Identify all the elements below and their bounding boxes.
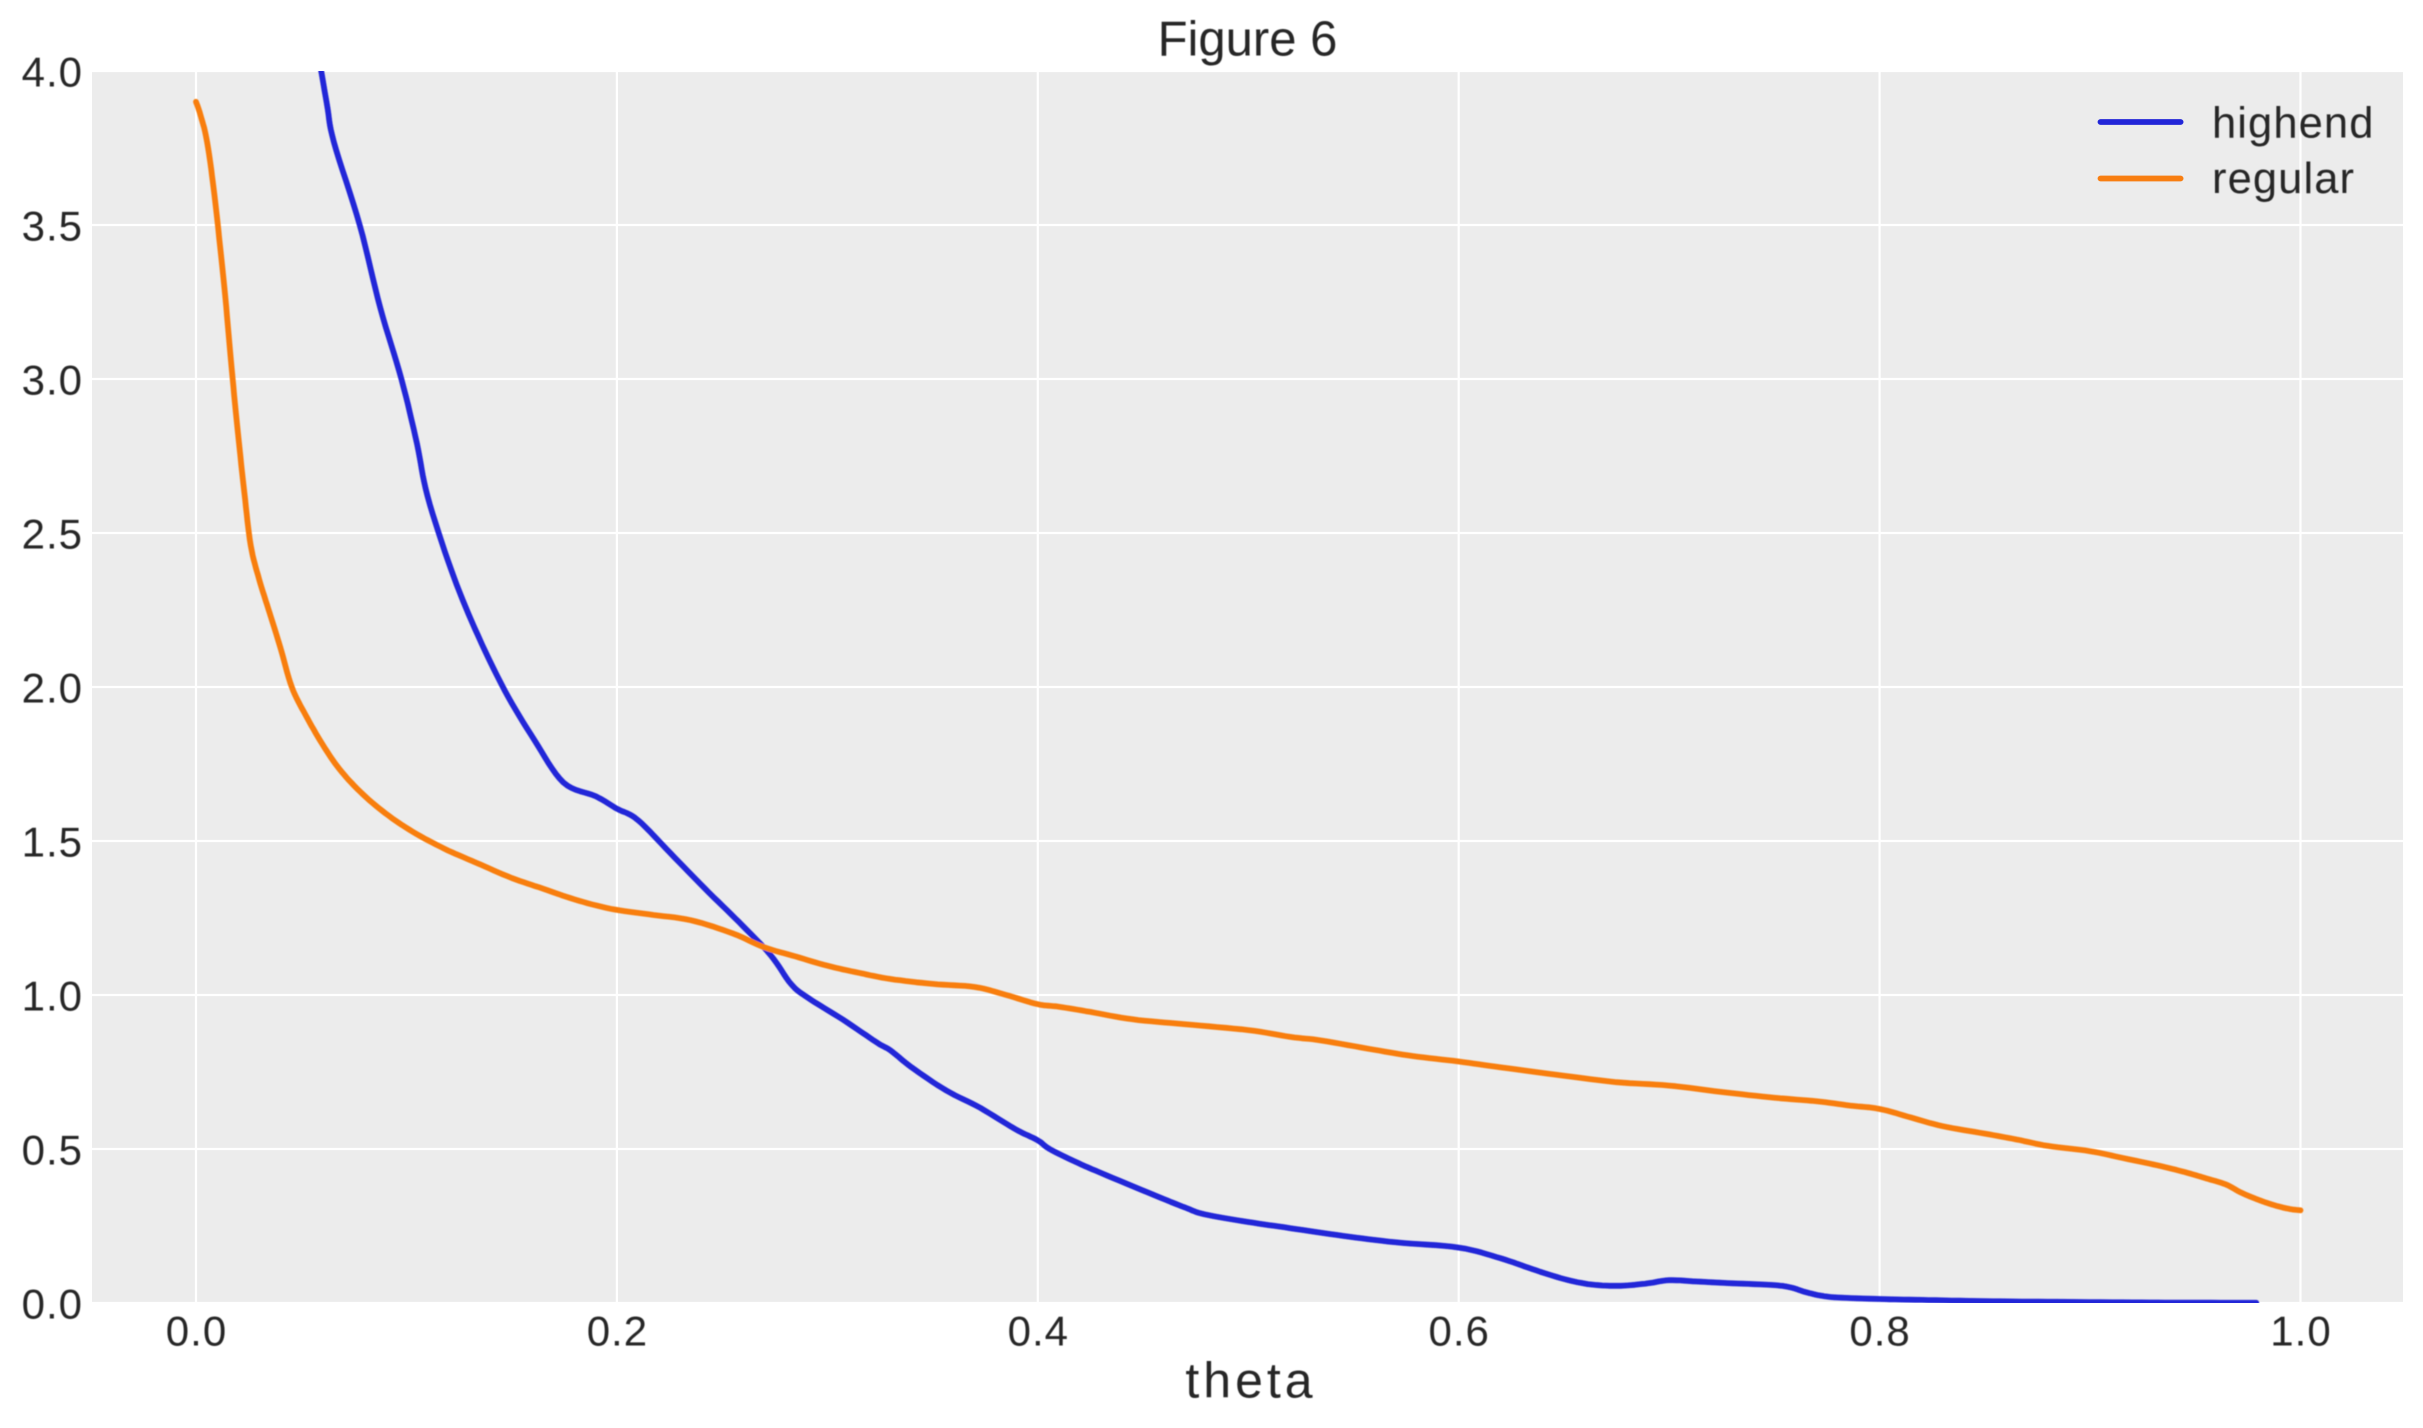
svg-text:0.0: 0.0	[22, 1280, 83, 1327]
svg-text:0.5: 0.5	[22, 1126, 83, 1173]
svg-text:highend: highend	[2212, 99, 2375, 147]
svg-text:3.0: 3.0	[22, 356, 83, 403]
svg-text:0.8: 0.8	[1849, 1308, 1910, 1355]
svg-text:0.4: 0.4	[1008, 1308, 1069, 1355]
svg-text:1.5: 1.5	[22, 818, 83, 865]
svg-text:0.2: 0.2	[587, 1308, 648, 1355]
svg-text:2.5: 2.5	[22, 510, 83, 557]
svg-text:1.0: 1.0	[2270, 1308, 2331, 1355]
svg-text:0.6: 0.6	[1429, 1308, 1490, 1355]
svg-text:theta: theta	[1185, 1353, 1316, 1409]
svg-text:0.0: 0.0	[166, 1308, 227, 1355]
svg-text:regular: regular	[2212, 155, 2355, 203]
svg-text:3.5: 3.5	[22, 202, 83, 249]
svg-text:2.0: 2.0	[22, 664, 83, 711]
svg-text:1.0: 1.0	[22, 972, 83, 1019]
svg-text:Figure 6: Figure 6	[1158, 13, 1338, 67]
svg-text:4.0: 4.0	[22, 48, 83, 95]
